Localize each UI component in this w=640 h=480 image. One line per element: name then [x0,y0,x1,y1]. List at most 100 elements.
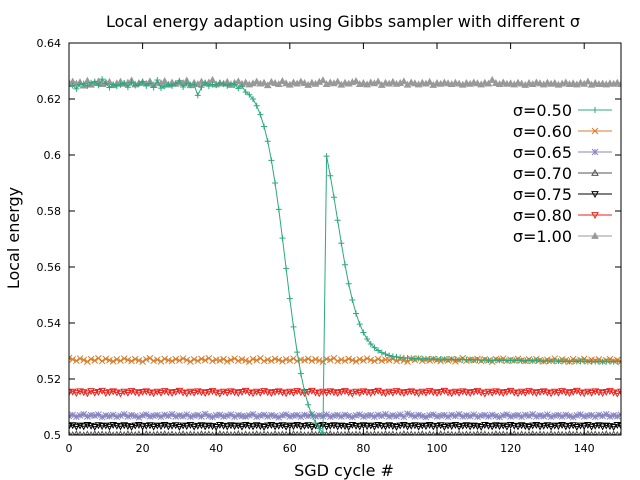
data-point [101,390,110,398]
data-point [338,240,345,247]
data-point [353,310,360,317]
data-point [117,81,124,88]
data-point [209,357,216,365]
data-point [180,430,186,435]
data-point [366,390,375,398]
data-point [238,356,246,363]
data-point [187,358,194,365]
data-point [105,423,114,431]
data-point [99,76,106,83]
legend-item-sigma-070: σ=0.70 [513,164,612,183]
data-point [286,295,293,302]
data-point [72,423,81,431]
data-point [554,389,563,397]
data-point [521,411,529,419]
data-point [264,413,272,420]
data-point [124,413,132,420]
data-point [260,423,268,431]
data-point [257,111,264,118]
data-point [577,411,584,418]
data-point [176,412,183,419]
data-point [537,430,543,435]
data-point [617,358,621,365]
data-point [356,321,363,328]
data-point [602,388,611,396]
legend-item-sigma-050: σ=0.50 [513,101,612,120]
data-point [116,423,125,431]
data-point [370,388,379,396]
data-point [180,83,187,90]
data-point [334,217,341,224]
data-point [153,356,161,364]
data-point [272,430,278,435]
data-point [99,430,105,435]
data-point [456,430,462,435]
data-point [271,388,279,396]
data-point [378,412,386,420]
data-point [238,423,246,431]
data-point [547,390,555,398]
data-point [279,358,286,365]
data-point [198,355,205,363]
data-point [176,77,183,84]
data-point [274,422,283,430]
data-point [168,410,176,418]
data-point [275,206,282,213]
data-point [72,390,81,398]
data-point [356,411,364,418]
data-point [201,410,209,418]
data-point [201,423,210,431]
data-point [349,356,356,364]
y-tick-label: 0.6 [44,149,62,162]
legend-marker [591,212,599,220]
y-tick-label: 0.62 [37,93,62,106]
data-point [131,412,139,420]
data-point [249,410,257,418]
data-point [591,413,599,421]
data-point [352,358,360,365]
data-point [268,157,275,164]
data-point [565,390,574,398]
data-point [427,430,433,435]
data-point [128,411,135,419]
data-point [296,77,305,85]
data-point [415,411,422,419]
data-point [598,390,607,398]
data-point [419,430,425,435]
data-point [518,413,525,421]
data-point [194,92,201,99]
data-point [429,411,437,418]
data-point [135,390,143,398]
data-point [209,81,216,88]
data-point [260,411,268,419]
legend-item-sigma-065: σ=0.65 [513,143,612,162]
data-point [371,344,378,351]
data-point [388,77,397,85]
data-point [355,389,364,397]
data-point [315,412,323,419]
data-point [161,411,169,419]
data-point [201,356,209,364]
data-point [562,411,570,419]
data-point [414,423,423,431]
data-point [539,422,548,430]
data-point [246,91,253,98]
series-line-sigma-075 [69,424,621,428]
data-point [187,82,194,89]
data-point [135,357,143,364]
data-point [551,412,559,420]
data-point [389,353,396,360]
data-point [613,78,621,86]
data-point [344,423,353,431]
data-point [242,413,249,420]
data-point [371,430,377,435]
data-point [574,430,580,435]
data-point [345,280,352,287]
data-point [169,430,175,435]
data-point [182,423,191,431]
data-point [455,389,463,397]
data-point [263,422,272,430]
data-point [334,357,341,365]
data-point [437,430,444,435]
data-point [316,425,323,432]
